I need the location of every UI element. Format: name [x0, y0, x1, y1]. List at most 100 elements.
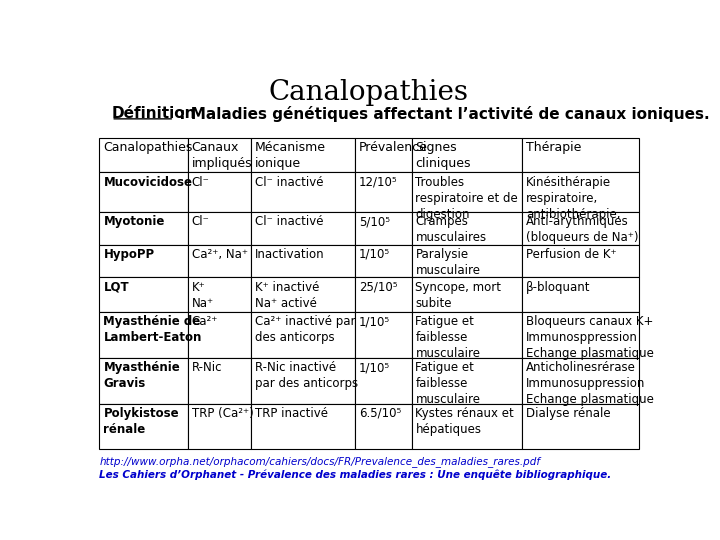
- Bar: [99, 138, 188, 172]
- Bar: [522, 172, 639, 212]
- Bar: [522, 312, 639, 358]
- Bar: [251, 212, 355, 245]
- Text: K⁺
Na⁺: K⁺ Na⁺: [192, 281, 214, 309]
- Bar: [251, 138, 355, 172]
- Text: Syncope, mort
subite: Syncope, mort subite: [415, 281, 501, 309]
- Text: 1/10⁵: 1/10⁵: [359, 248, 390, 261]
- Text: Canaux
impliqués: Canaux impliqués: [192, 141, 252, 170]
- Text: Bloqueurs canaux K+
Immunosppression
Echange plasmatique: Bloqueurs canaux K+ Immunosppression Ech…: [526, 315, 654, 360]
- Text: Cl⁻: Cl⁻: [192, 176, 210, 188]
- Bar: [99, 403, 188, 449]
- Bar: [355, 358, 412, 403]
- Text: Ca²⁺: Ca²⁺: [192, 315, 218, 328]
- Bar: [355, 312, 412, 358]
- Bar: [412, 278, 522, 312]
- Bar: [188, 172, 251, 212]
- Text: K⁺ inactivé
Na⁺ activé: K⁺ inactivé Na⁺ activé: [255, 281, 319, 309]
- Text: 1/10⁵: 1/10⁵: [359, 361, 390, 374]
- Bar: [412, 312, 522, 358]
- Bar: [355, 172, 412, 212]
- Text: Fatigue et
faiblesse
musculaire: Fatigue et faiblesse musculaire: [415, 315, 480, 360]
- Bar: [188, 138, 251, 172]
- Text: Polykistose
rénale: Polykistose rénale: [104, 407, 179, 436]
- Text: Inactivation: Inactivation: [255, 248, 324, 261]
- Bar: [99, 312, 188, 358]
- Bar: [99, 245, 188, 278]
- Bar: [251, 278, 355, 312]
- Text: 25/10⁵: 25/10⁵: [359, 281, 397, 294]
- Bar: [99, 358, 188, 403]
- Bar: [355, 212, 412, 245]
- Text: Myasthénie
Gravis: Myasthénie Gravis: [104, 361, 180, 390]
- Bar: [188, 403, 251, 449]
- Bar: [99, 172, 188, 212]
- Bar: [251, 403, 355, 449]
- Text: Paralysie
musculaire: Paralysie musculaire: [415, 248, 480, 277]
- Bar: [188, 212, 251, 245]
- Bar: [412, 358, 522, 403]
- Bar: [412, 403, 522, 449]
- Bar: [99, 278, 188, 312]
- Bar: [355, 403, 412, 449]
- Text: LQT: LQT: [104, 281, 129, 294]
- Text: Troubles
respiratoire et de
digestion: Troubles respiratoire et de digestion: [415, 176, 518, 221]
- Bar: [188, 312, 251, 358]
- Bar: [188, 358, 251, 403]
- Bar: [522, 278, 639, 312]
- Text: Fatigue et
faiblesse
musculaire: Fatigue et faiblesse musculaire: [415, 361, 480, 406]
- Text: Cl⁻: Cl⁻: [192, 215, 210, 228]
- Bar: [522, 138, 639, 172]
- Text: Canalopathies: Canalopathies: [104, 141, 193, 154]
- Bar: [522, 212, 639, 245]
- Text: Mucovicidose: Mucovicidose: [104, 176, 192, 188]
- Text: http://www.orpha.net/orphacom/cahiers/docs/FR/Prevalence_des_maladies_rares.pdf: http://www.orpha.net/orphacom/cahiers/do…: [99, 456, 541, 467]
- Text: β-bloquant: β-bloquant: [526, 281, 590, 294]
- Text: Les Cahiers d’Orphanet - Prévalence des maladies rares : Une enquête bibliograph: Les Cahiers d’Orphanet - Prévalence des …: [99, 469, 612, 480]
- Text: Signes
cliniques: Signes cliniques: [415, 141, 471, 170]
- Text: Kinésithérapie
respiratoire,
antibiothérapie,: Kinésithérapie respiratoire, antibiothér…: [526, 176, 621, 221]
- Text: Ca²⁺ inactivé par
des anticorps: Ca²⁺ inactivé par des anticorps: [255, 315, 355, 345]
- Bar: [99, 212, 188, 245]
- Bar: [251, 245, 355, 278]
- Text: R-Nic inactivé
par des anticorps: R-Nic inactivé par des anticorps: [255, 361, 358, 390]
- Text: Crampes
musculaires: Crampes musculaires: [415, 215, 487, 244]
- Bar: [412, 245, 522, 278]
- Text: Cl⁻ inactivé: Cl⁻ inactivé: [255, 176, 323, 188]
- Text: R-Nic: R-Nic: [192, 361, 222, 374]
- Bar: [188, 278, 251, 312]
- Text: Perfusion de K⁺: Perfusion de K⁺: [526, 248, 616, 261]
- Text: Myasthénie de
Lambert-Eaton: Myasthénie de Lambert-Eaton: [104, 315, 202, 345]
- Bar: [522, 358, 639, 403]
- Text: Kystes rénaux et
hépatiques: Kystes rénaux et hépatiques: [415, 407, 514, 436]
- Text: Myotonie: Myotonie: [104, 215, 165, 228]
- Text: TRP (Ca²⁺): TRP (Ca²⁺): [192, 407, 253, 420]
- Text: Anticholinesrérase
Immunosuppression
Echange plasmatique: Anticholinesrérase Immunosuppression Ech…: [526, 361, 654, 406]
- Bar: [522, 403, 639, 449]
- Text: Canalopathies: Canalopathies: [269, 79, 469, 106]
- Text: 5/10⁵: 5/10⁵: [359, 215, 390, 228]
- Bar: [355, 245, 412, 278]
- Bar: [188, 245, 251, 278]
- Text: HypoPP: HypoPP: [104, 248, 155, 261]
- Bar: [412, 138, 522, 172]
- Text: 12/10⁵: 12/10⁵: [359, 176, 397, 188]
- Bar: [355, 278, 412, 312]
- Text: Prévalence: Prévalence: [359, 141, 428, 154]
- Text: Thérapie: Thérapie: [526, 141, 581, 154]
- Bar: [251, 312, 355, 358]
- Text: TRP inactivé: TRP inactivé: [255, 407, 328, 420]
- Text: Anti-arythmiques
(bloqueurs de Na⁺): Anti-arythmiques (bloqueurs de Na⁺): [526, 215, 639, 244]
- Bar: [355, 138, 412, 172]
- Bar: [251, 172, 355, 212]
- Bar: [251, 358, 355, 403]
- Text: Mécanisme
ionique: Mécanisme ionique: [255, 141, 325, 170]
- Text: Dialyse rénale: Dialyse rénale: [526, 407, 611, 420]
- Bar: [412, 172, 522, 212]
- Text: Définition: Définition: [111, 106, 196, 122]
- Text: : Maladies génétiques affectant l’activité de canaux ioniques.: : Maladies génétiques affectant l’activi…: [174, 106, 710, 123]
- Text: 6.5/10⁵: 6.5/10⁵: [359, 407, 401, 420]
- Text: Cl⁻ inactivé: Cl⁻ inactivé: [255, 215, 323, 228]
- Text: Ca²⁺, Na⁺: Ca²⁺, Na⁺: [192, 248, 248, 261]
- Bar: [412, 212, 522, 245]
- Bar: [522, 245, 639, 278]
